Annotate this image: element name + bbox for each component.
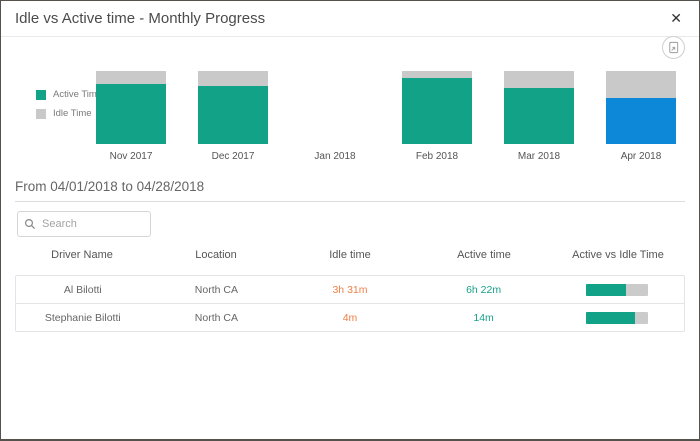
period-label: From 04/01/2018 to 04/28/2018 <box>15 179 205 194</box>
chart-slot: Feb 2018 <box>386 71 488 162</box>
monthly-progress-chart: Active Time Idle Time Nov 2017 Dec 2017 Ja… <box>1 37 699 163</box>
column-header-active-time[interactable]: Active time <box>457 249 511 261</box>
search-box <box>17 211 151 237</box>
month-bar[interactable] <box>96 71 166 144</box>
chart-slot: Apr 2018 <box>590 71 692 162</box>
active-vs-idle-cell <box>550 283 684 296</box>
month-label: Nov 2017 <box>109 151 153 162</box>
active-vs-idle-cell <box>550 311 684 324</box>
close-icon: ✕ <box>670 10 682 26</box>
active-vs-idle-bar <box>586 283 649 296</box>
active-time-cell: 6h 22m <box>466 283 502 296</box>
dialog-title: Idle vs Active time - Monthly Progress <box>15 10 266 27</box>
legend-item-idle-time[interactable]: Idle Time <box>36 108 102 119</box>
chart-legend: Active Time Idle Time <box>36 89 102 127</box>
active-segment-selected <box>606 98 676 144</box>
table-header-row: Driver Name Location Idle time Active ti… <box>15 249 685 269</box>
month-bar <box>300 71 370 144</box>
legend-item-active-time[interactable]: Active Time <box>36 89 102 100</box>
export-button[interactable] <box>662 36 685 59</box>
legend-label: Idle Time <box>53 108 92 119</box>
active-segment <box>198 86 268 144</box>
month-label: Feb 2018 <box>415 151 459 162</box>
export-image-icon <box>667 41 680 54</box>
month-label: Dec 2017 <box>211 151 255 162</box>
idle-segment <box>402 71 472 78</box>
table-row[interactable]: Al Bilotti North CA 3h 31m 6h 22m <box>15 275 685 304</box>
active-time-swatch-icon <box>36 89 46 100</box>
driver-name-cell: Al Bilotti <box>63 283 102 296</box>
search-input[interactable] <box>42 218 144 230</box>
month-bar[interactable] <box>504 71 574 144</box>
legend-label: Active Time <box>53 89 103 100</box>
location-cell: North CA <box>194 283 238 296</box>
period-divider <box>15 201 685 202</box>
chart-slot: Mar 2018 <box>488 71 590 162</box>
active-vs-idle-bar <box>586 311 649 324</box>
active-time-cell: 14m <box>473 311 494 324</box>
active-segment <box>402 77 472 144</box>
idle-time-swatch-icon <box>36 108 46 119</box>
driver-name-cell: Stephanie Bilotti <box>44 311 121 324</box>
location-cell: North CA <box>194 311 238 324</box>
chart-slot: Nov 2017 <box>80 71 182 162</box>
column-header-location[interactable]: Location <box>195 249 237 261</box>
close-button[interactable]: ✕ <box>670 8 682 28</box>
chart-slot: Dec 2017 <box>182 71 284 162</box>
month-bar[interactable] <box>606 71 676 144</box>
table-row[interactable]: Stephanie Bilotti North CA 4m 14m <box>15 303 685 332</box>
idle-segment <box>504 71 574 88</box>
drivers-table: Driver Name Location Idle time Active ti… <box>15 249 685 332</box>
chart-bars: Nov 2017 Dec 2017 Jan 2018 Feb 2018 Mar 2018… <box>80 71 692 162</box>
column-header-active-vs-idle[interactable]: Active vs Idle Time <box>572 249 664 261</box>
month-label: Apr 2018 <box>620 151 662 162</box>
active-segment <box>504 87 574 144</box>
chart-slot: Jan 2018 <box>284 71 386 162</box>
column-header-idle-time[interactable]: Idle time <box>329 249 371 261</box>
idle-time-cell: 3h 31m <box>332 283 368 296</box>
search-icon <box>24 218 42 230</box>
idle-segment <box>606 71 676 99</box>
month-label: Jan 2018 <box>314 151 356 162</box>
idle-time-cell: 4m <box>342 311 358 324</box>
active-segment <box>96 84 166 144</box>
idle-segment <box>198 71 268 87</box>
month-bar[interactable] <box>198 71 268 144</box>
column-header-driver-name[interactable]: Driver Name <box>51 249 113 261</box>
dialog-header: Idle vs Active time - Monthly Progress ✕ <box>1 1 699 37</box>
month-label: Mar 2018 <box>517 151 561 162</box>
month-bar[interactable] <box>402 71 472 144</box>
idle-segment <box>96 71 166 85</box>
